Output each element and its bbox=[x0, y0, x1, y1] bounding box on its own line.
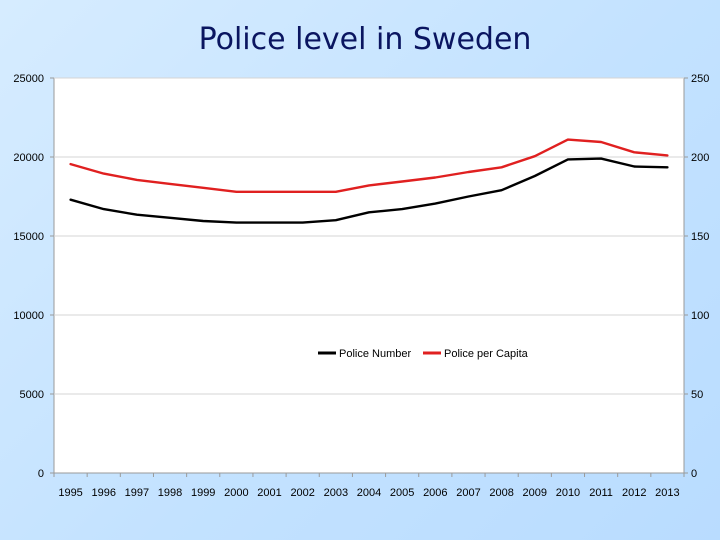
series-line-2 bbox=[69, 138, 669, 194]
left-tick-label: 20000 bbox=[13, 152, 44, 164]
right-tick-label: 100 bbox=[691, 310, 709, 322]
x-tick-label: 1995 bbox=[58, 487, 82, 499]
slide-title: Police level in Sweden bbox=[198, 22, 532, 57]
x-tick-label: 2007 bbox=[456, 487, 480, 499]
right-tick-label: 0 bbox=[691, 468, 697, 480]
right-tick-label: 150 bbox=[691, 231, 709, 243]
x-tick-label: 2004 bbox=[357, 487, 381, 499]
right-tick-label: 200 bbox=[691, 152, 709, 164]
left-tick-label: 10000 bbox=[13, 310, 44, 322]
left-tick-label: 25000 bbox=[13, 73, 44, 85]
left-tick-label: 5000 bbox=[20, 389, 44, 401]
left-tick-label: 15000 bbox=[13, 231, 44, 243]
x-tick-label: 1997 bbox=[125, 487, 149, 499]
x-tick-label: 1998 bbox=[158, 487, 182, 499]
right-axis-ticks: 0 50 100 150 200 250 bbox=[684, 73, 709, 480]
series-line-1 bbox=[69, 157, 669, 224]
grid-lines bbox=[54, 77, 684, 395]
left-tick-label: 0 bbox=[38, 468, 44, 480]
x-tick-label: 2008 bbox=[489, 487, 513, 499]
x-tick-label: 2003 bbox=[324, 487, 348, 499]
x-tick-label: 2013 bbox=[655, 487, 679, 499]
x-tick-label: 2010 bbox=[556, 487, 580, 499]
x-tick-label: 2000 bbox=[224, 487, 248, 499]
x-tick-label: 2006 bbox=[423, 487, 447, 499]
left-axis-ticks: 0 5000 10000 15000 20000 25000 bbox=[13, 73, 54, 480]
right-tick-label: 250 bbox=[691, 73, 709, 85]
right-tick-label: 50 bbox=[691, 389, 703, 401]
x-tick-label: 2005 bbox=[390, 487, 414, 499]
legend-label-2: Police per Capita bbox=[444, 348, 529, 360]
x-tick-label: 2002 bbox=[290, 487, 314, 499]
x-axis-ticks: 1995 1996 1997 1998 1999 2000 2001 2002 2003 2004… bbox=[53, 473, 685, 499]
x-tick-label: 2012 bbox=[622, 487, 646, 499]
x-tick-label: 1996 bbox=[91, 487, 115, 499]
x-tick-label: 2011 bbox=[589, 487, 613, 499]
x-tick-label: 2009 bbox=[523, 487, 547, 499]
x-tick-label: 1999 bbox=[191, 487, 215, 499]
legend: Police Number Police per Capita bbox=[318, 348, 529, 360]
legend-label-1: Police Number bbox=[339, 348, 411, 360]
x-tick-label: 2001 bbox=[257, 487, 281, 499]
series-lines bbox=[69, 138, 669, 224]
plot-area bbox=[53, 77, 685, 474]
